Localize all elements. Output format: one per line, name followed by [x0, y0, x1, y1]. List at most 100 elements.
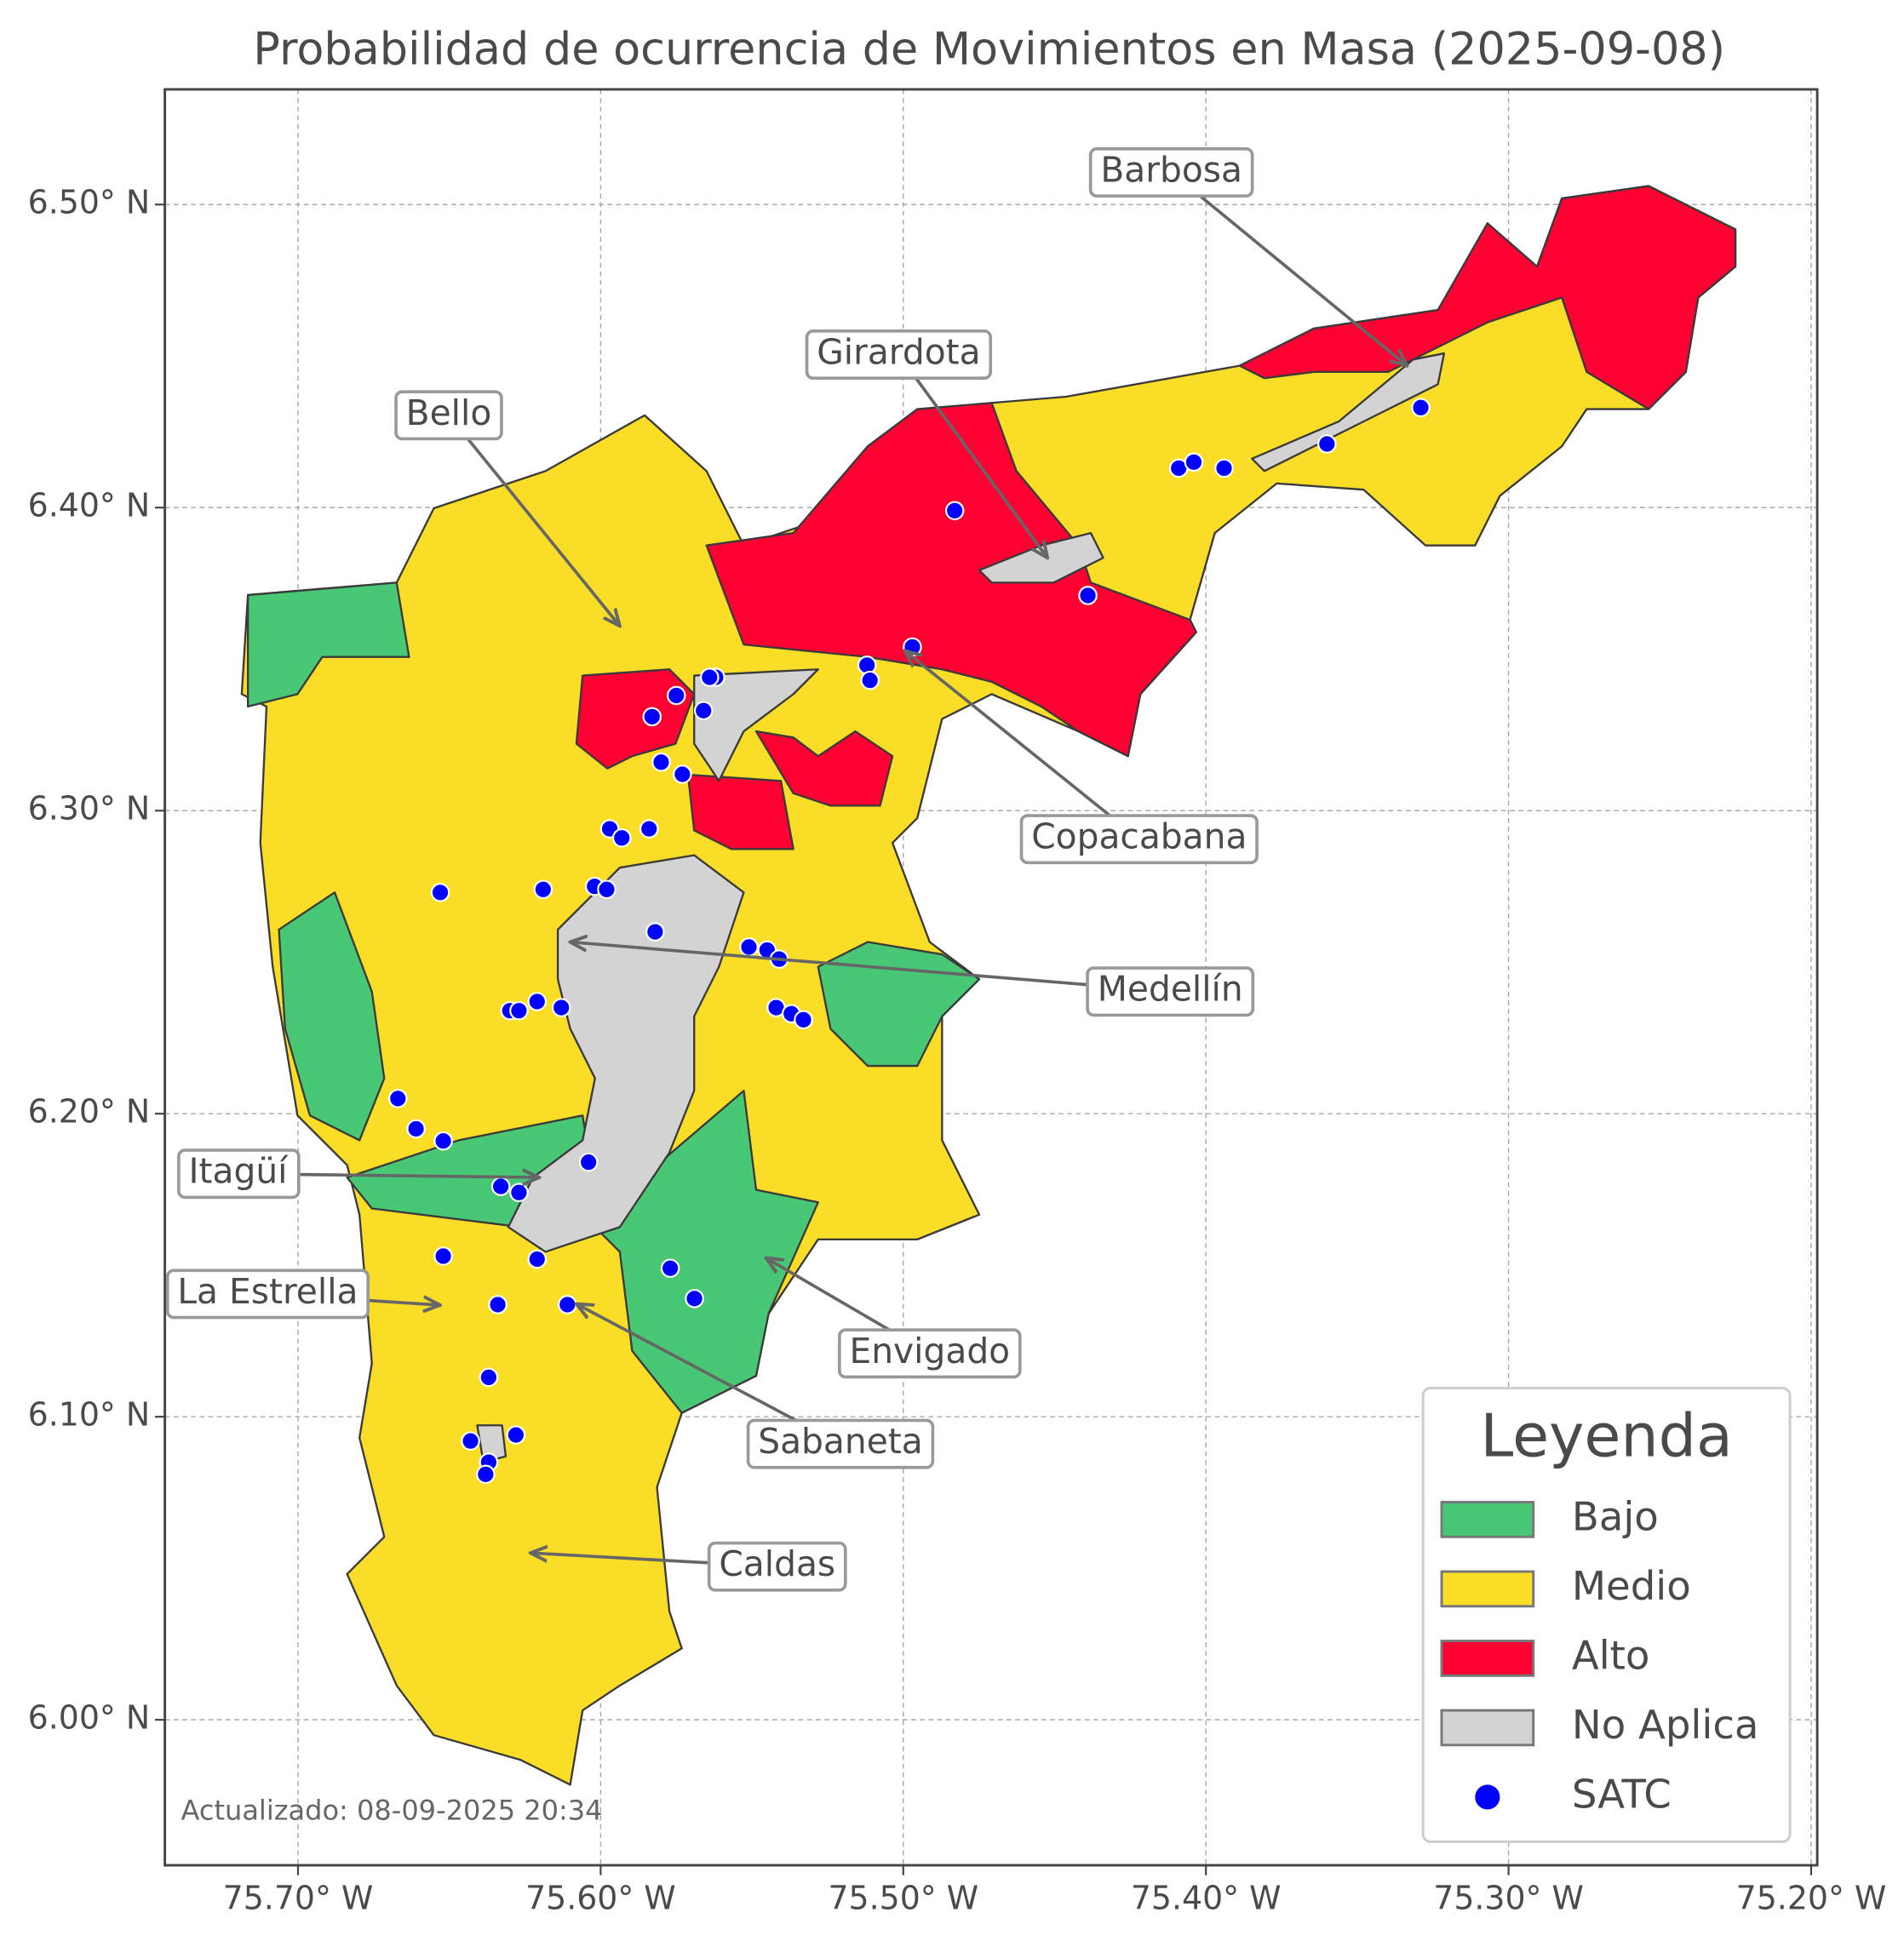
satc-station: [433, 1131, 453, 1151]
y-tick-label: 6.30° N: [28, 790, 150, 827]
map-title: Probabilidad de ocurrencia de Movimiento…: [253, 23, 1725, 75]
satc-station: [651, 752, 671, 772]
satc-station: [1411, 398, 1431, 418]
satc-station: [597, 879, 617, 900]
satc-station: [642, 707, 662, 727]
satc-station: [944, 501, 965, 521]
annotation-label: Copacabana: [1031, 816, 1247, 857]
satc-station: [527, 1249, 548, 1269]
satc-station: [476, 1464, 496, 1485]
region: [246, 581, 410, 708]
satc-station: [488, 1295, 508, 1314]
satc-station: [551, 998, 571, 1017]
region: [476, 1424, 508, 1464]
y-tick-label: 6.00° N: [28, 1699, 150, 1737]
annotation-label: Barbosa: [1100, 150, 1242, 191]
annotation-box: [1019, 814, 1259, 865]
satc-station: [558, 1295, 577, 1314]
region: [1251, 352, 1446, 472]
annotation-box: [177, 1148, 301, 1200]
y-tick-label: 6.10° N: [28, 1396, 150, 1434]
annotation-box: [805, 329, 993, 380]
region: [507, 854, 745, 1253]
annotation-label: Bello: [406, 392, 492, 433]
x-tick-label: 75.50° W: [828, 1879, 978, 1916]
satc-station: [490, 1177, 511, 1196]
satc-station: [611, 827, 632, 848]
satc-station: [1078, 586, 1098, 605]
satc-station: [1214, 458, 1234, 478]
x-tick-label: 75.60° W: [525, 1879, 676, 1916]
annotation-box: [1088, 147, 1254, 198]
satc-station: [578, 1152, 599, 1172]
legend-marker: [1475, 1784, 1500, 1810]
annotation-box: [746, 1418, 935, 1469]
satc-station: [685, 1289, 704, 1308]
satc-station: [666, 685, 686, 706]
footnote: Actualizado: 08-09-2025 20:34: [181, 1794, 603, 1826]
satc-station: [739, 937, 759, 957]
satc-station: [700, 667, 720, 687]
satc-station: [479, 1367, 499, 1388]
satc-station: [430, 883, 450, 902]
region: [754, 730, 894, 807]
annotation-label: Medellín: [1098, 969, 1243, 1010]
satc-station: [693, 701, 714, 721]
legend-label: No Aplica: [1572, 1702, 1759, 1748]
y-tick-label: 6.40° N: [28, 487, 150, 524]
legend-swatch: [1440, 1501, 1535, 1538]
annotation-box: [707, 1541, 847, 1592]
satc-station: [645, 922, 665, 942]
satc-station: [533, 879, 553, 900]
satc-station: [461, 1431, 480, 1451]
annotation-label: La Estrella: [177, 1271, 358, 1312]
legend-title: Leyenda: [1480, 1402, 1732, 1471]
region: [686, 773, 794, 850]
legend-label: SATC: [1572, 1771, 1672, 1817]
annotation-arrow: [571, 942, 1171, 993]
x-tick-label: 75.40° W: [1131, 1879, 1282, 1916]
annotation-label: Caldas: [719, 1543, 835, 1584]
annotation-arrow: [905, 650, 1140, 841]
region: [693, 668, 819, 782]
annotation-box: [838, 1328, 1022, 1379]
satc-station: [406, 1119, 426, 1139]
x-tick-label: 75.20° W: [1736, 1879, 1887, 1916]
satc-station: [794, 1010, 813, 1030]
legend-label: Bajo: [1572, 1493, 1659, 1539]
legend-swatch: [1440, 1570, 1535, 1608]
satc-station: [1184, 452, 1204, 472]
annotation-label: Girardota: [817, 332, 980, 373]
satc-station: [860, 670, 880, 690]
annotation-arrow: [1170, 171, 1408, 366]
region: [278, 891, 386, 1142]
annotation-label: Itagüí: [189, 1151, 290, 1192]
legend-swatch: [1440, 1640, 1535, 1677]
satc-station: [1317, 434, 1337, 454]
satc-station: [387, 1089, 408, 1108]
annotation-box: [1086, 966, 1255, 1017]
annotation-label: Sabaneta: [758, 1421, 923, 1462]
x-tick-label: 75.30° W: [1433, 1879, 1584, 1916]
satc-station: [509, 1182, 529, 1203]
plot-frame: [163, 88, 1819, 1867]
annotation-arrow: [447, 414, 620, 626]
satc-station: [433, 1246, 453, 1266]
y-tick-label: 6.50° N: [28, 184, 150, 221]
satc-station: [660, 1258, 680, 1279]
x-tick-label: 75.70° W: [223, 1879, 374, 1916]
annotation-box: [394, 390, 503, 441]
satc-station: [527, 992, 548, 1011]
satc-station: [509, 1000, 529, 1021]
region: [575, 668, 696, 770]
satc-station: [506, 1425, 526, 1445]
satc-station: [673, 764, 692, 784]
y-tick-label: 6.20° N: [28, 1093, 150, 1131]
legend-swatch: [1440, 1709, 1535, 1747]
legend-label: Medio: [1572, 1563, 1691, 1609]
annotation-arrow: [897, 353, 1047, 558]
satc-station: [639, 819, 659, 839]
annotation-label: Envigado: [849, 1331, 1010, 1371]
